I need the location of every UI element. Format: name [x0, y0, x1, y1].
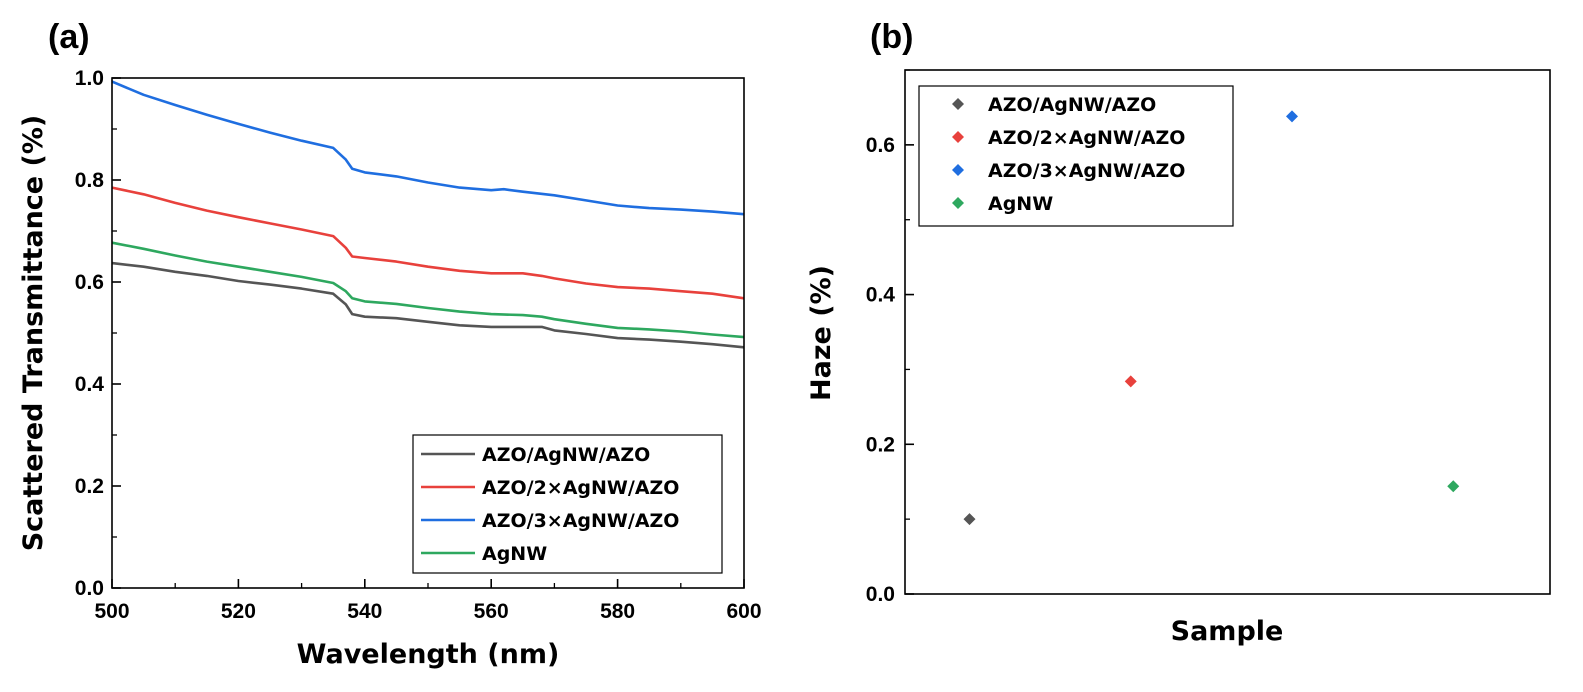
x-tick-label: 580: [600, 600, 635, 623]
legend-marker-azo-agnw-azo: [952, 98, 964, 110]
panel-b-x-axis-title: Sample: [1171, 616, 1284, 647]
x-tick-label: 600: [726, 600, 761, 623]
y-tick-label: 0.4: [866, 284, 896, 307]
x-tick-label: 540: [347, 600, 382, 623]
y-tick-label: 0.6: [866, 134, 895, 157]
x-tick-label: 520: [221, 600, 256, 623]
panel-a: (a) 500 520 540 560 580 600 0.0 0.2 0.4 0.6 0.8 1.0…: [18, 18, 762, 670]
series-line-azo-agnw-azo: [111, 261, 745, 349]
panel-a-legend: AZO/AgNW/AZO AZO/2×AgNW/AZO AZO/3×AgNW/AZO…: [412, 434, 723, 574]
panel-b-legend-entries: AZO/AgNW/AZO AZO/2×AgNW/AZO AZO/3×AgNW/AZO…: [952, 94, 1185, 215]
y-tick-label: 1.0: [75, 67, 104, 90]
panel-b-points-group: [963, 110, 1460, 526]
panel-b-plot-frame: [904, 69, 1551, 595]
panel-b-axes: 0.0 0.2 0.4 0.6: [866, 69, 914, 606]
panel-a-x-axis-title: Wavelength (nm): [297, 639, 560, 670]
panel-a-series-group: [111, 80, 745, 349]
panel-a-label: (a): [48, 18, 90, 56]
point-azo-2xagnw-azo: [1124, 375, 1137, 388]
legend-label-azo-2xagnw-azo: AZO/2×AgNW/AZO: [988, 127, 1185, 149]
legend-label-azo-3xagnw-azo: AZO/3×AgNW/AZO: [988, 160, 1185, 182]
y-tick-label: 0.4: [75, 373, 105, 396]
panel-b: (b) 0.0 0.2 0.4 0.6 Sample Haze (%) AZO/AgN…: [806, 18, 1551, 647]
legend-label-azo-3xagnw-azo: AZO/3×AgNW/AZO: [482, 510, 679, 532]
series-line-agnw: [111, 241, 745, 339]
legend-label-azo-agnw-azo: AZO/AgNW/AZO: [482, 444, 650, 466]
panel-b-legend-box: [918, 85, 1234, 227]
y-tick-label: 0.2: [75, 475, 104, 498]
panel-a-legend-entries: AZO/AgNW/AZO AZO/2×AgNW/AZO AZO/3×AgNW/AZO…: [421, 444, 679, 565]
legend-label-azo-agnw-azo: AZO/AgNW/AZO: [988, 94, 1156, 116]
x-tick-label: 500: [94, 600, 129, 623]
panel-b-label: (b): [870, 18, 913, 56]
x-tick-label: 560: [474, 600, 509, 623]
panel-a-y-axis-title: Scattered Transmittance (%): [18, 115, 49, 552]
panel-b-y-axis-title: Haze (%): [806, 265, 837, 401]
y-tick-label: 0.8: [75, 169, 105, 192]
legend-label-agnw: AgNW: [988, 193, 1053, 215]
legend-label-agnw: AgNW: [482, 543, 547, 565]
y-tick-label: 0.0: [866, 583, 895, 606]
series-line-azo-2xagnw-azo: [111, 186, 745, 300]
y-tick-label: 0.2: [866, 433, 895, 456]
point-agnw: [1447, 480, 1460, 493]
y-tick-label: 0.0: [75, 577, 104, 600]
panel-a-legend-box: [412, 434, 723, 574]
series-line-azo-3xagnw-azo: [111, 80, 745, 216]
panel-a-axes: 500 520 540 560 580 600 0.0 0.2 0.4 0.6 0.8 1.0: [75, 67, 762, 623]
legend-marker-agnw: [952, 197, 964, 209]
panel-b-legend: AZO/AgNW/AZO AZO/2×AgNW/AZO AZO/3×AgNW/AZO…: [918, 85, 1234, 227]
legend-label-azo-2xagnw-azo: AZO/2×AgNW/AZO: [482, 477, 679, 499]
y-tick-label: 0.6: [75, 271, 104, 294]
point-azo-3xagnw-azo: [1286, 110, 1298, 123]
legend-marker-azo-3xagnw-azo: [952, 164, 964, 176]
legend-marker-azo-2xagnw-azo: [952, 131, 964, 143]
point-azo-agnw-azo: [963, 513, 976, 526]
